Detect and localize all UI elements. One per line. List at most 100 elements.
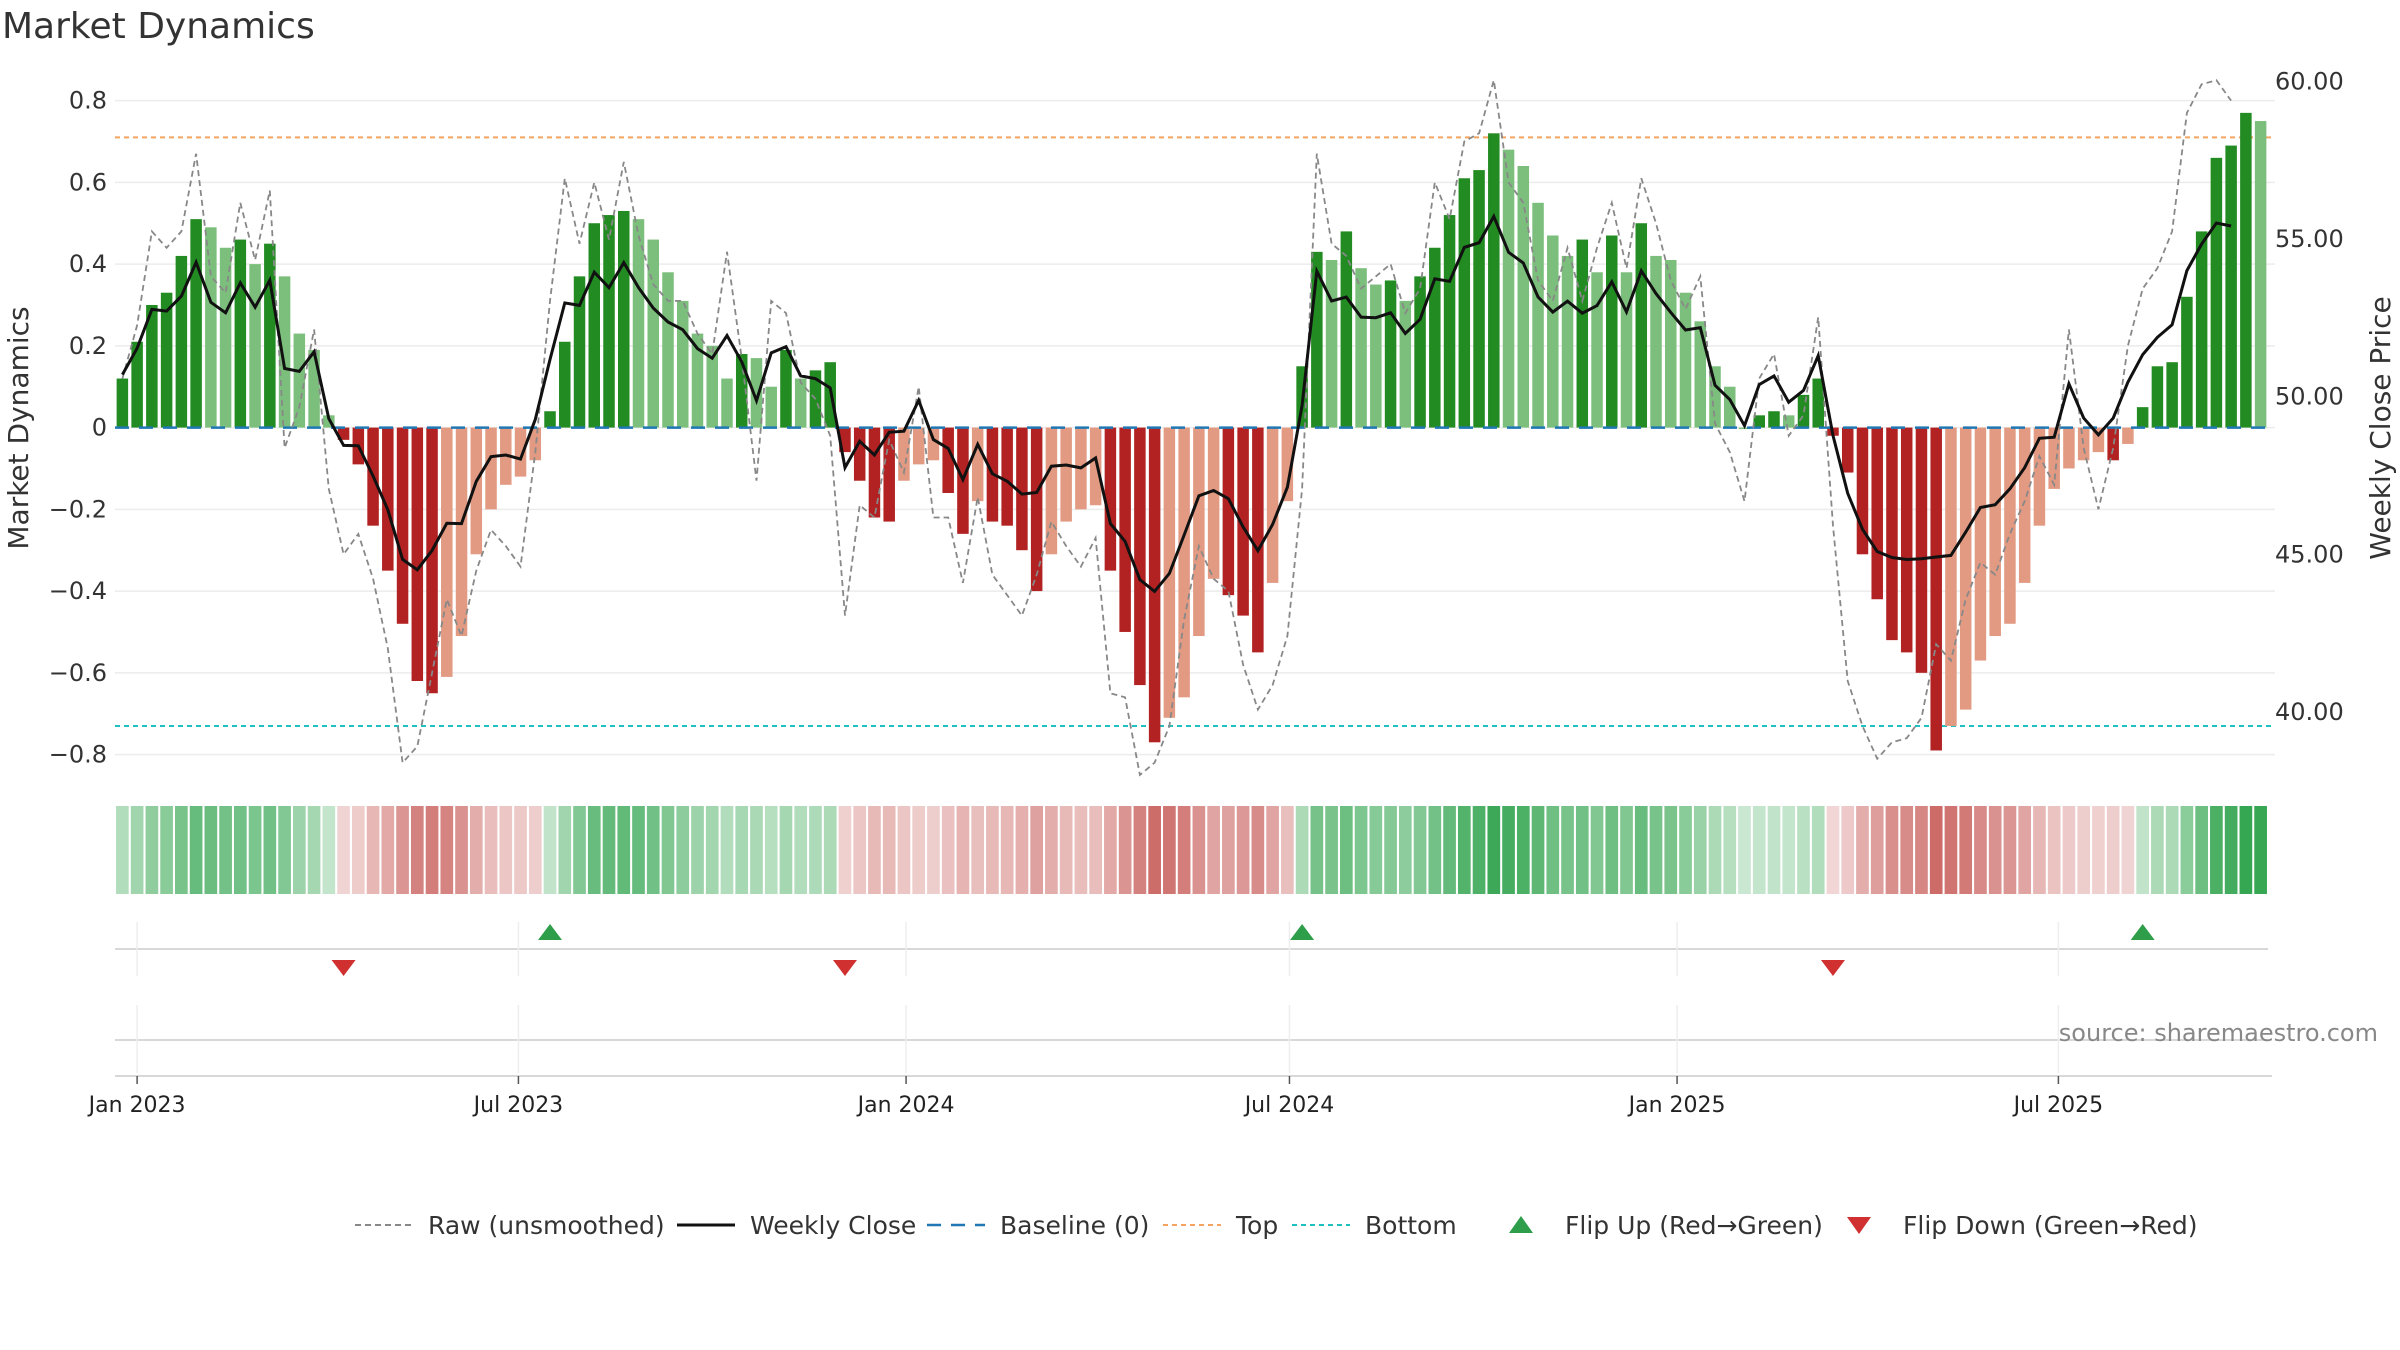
strip-cell (1885, 806, 1899, 894)
strip-cell (160, 806, 173, 894)
x-tick-label: Jul 2024 (1243, 1093, 1335, 1118)
strip-cell (1192, 806, 1206, 894)
bar (411, 427, 424, 681)
bar (942, 427, 954, 493)
strip-cell (455, 806, 468, 894)
bar (1606, 235, 1618, 428)
y-tick-label: 0 (92, 414, 107, 442)
bar (1488, 133, 1500, 428)
bar (1561, 255, 1574, 428)
weekly-close-line (121, 212, 2232, 594)
bar (1458, 178, 1471, 428)
y-tick-label: −0.6 (49, 659, 107, 687)
bar (1384, 280, 1397, 428)
y-tick-label: −0.8 (49, 741, 107, 769)
bar (1178, 427, 1190, 698)
legend-item-raw: Raw (unsmoothed) (355, 1211, 665, 1240)
strip-cell (1015, 806, 1029, 894)
strip-cell (440, 806, 454, 894)
strip-cell (307, 806, 321, 894)
strip-cell (322, 806, 336, 894)
strip-cell (1443, 806, 1456, 894)
bar (1547, 235, 1559, 428)
strip-cell (1457, 806, 1471, 894)
strip-cell (573, 806, 586, 894)
bar (927, 427, 940, 461)
strip-cell (219, 806, 232, 894)
bar (2033, 427, 2046, 526)
bar (190, 219, 202, 428)
bar (146, 304, 158, 428)
legend-item-top: Top (1163, 1211, 1278, 1240)
strip-cell (292, 806, 306, 894)
strip-cell (823, 806, 837, 894)
triangle-up-icon (1509, 1216, 1533, 1233)
y-tick-label: 0.6 (69, 168, 107, 196)
bar (1266, 427, 1279, 583)
strip-cell (2210, 806, 2223, 894)
strip-cell (1354, 806, 1368, 894)
strip-cell (1118, 806, 1132, 894)
strip-cell (2018, 806, 2032, 894)
strip-cell (1679, 806, 1692, 894)
strip-cell (720, 806, 734, 894)
strip-cell (1516, 806, 1530, 894)
strip-cell (1281, 806, 1294, 894)
color-strip (116, 806, 2267, 894)
bar (603, 215, 615, 428)
bar (175, 255, 188, 428)
bar (780, 349, 792, 428)
strip-cell (116, 806, 129, 894)
bar (249, 264, 261, 428)
bar (971, 427, 984, 502)
bar (1030, 427, 1043, 592)
bar (441, 427, 453, 677)
x-tick-label: Jan 2023 (87, 1093, 186, 1118)
strip-cell (2033, 806, 2046, 894)
strip-cell (1266, 806, 1279, 894)
strip-cell (1089, 806, 1102, 894)
bar (2004, 427, 2016, 624)
strip-cell (425, 806, 439, 894)
strip-cell (1561, 806, 1574, 894)
y-tick-label: 0.4 (69, 250, 107, 278)
x-tick-label: Jul 2025 (2012, 1093, 2104, 1118)
chart-title: Market Dynamics (2, 6, 315, 47)
bar (1694, 321, 1707, 428)
strip-cell (735, 806, 749, 894)
strip-cell (1767, 806, 1781, 894)
flip-down-marker (331, 960, 356, 976)
strip-cell (1472, 806, 1486, 894)
strip-cell (2077, 806, 2091, 894)
strip-cell (1856, 806, 1869, 894)
strip-cell (528, 806, 542, 894)
bar (1915, 427, 1928, 673)
strip-cell (2062, 806, 2076, 894)
strip-cell (1620, 806, 1633, 894)
bar (1502, 149, 1515, 428)
strip-cell (602, 806, 616, 894)
bar (293, 333, 306, 428)
bar (1723, 386, 1736, 428)
bar (1237, 427, 1249, 616)
bar (2254, 121, 2267, 428)
strip-cell (410, 806, 424, 894)
bar (1340, 231, 1353, 428)
strip-cell (1605, 806, 1619, 894)
bar (2122, 427, 2134, 444)
y2-tick-label: 60.00 (2275, 67, 2344, 95)
bar (470, 427, 483, 555)
strip-cell (337, 806, 350, 894)
strip-cell (1708, 806, 1722, 894)
bar (426, 427, 438, 694)
bar (544, 411, 556, 428)
bar (1886, 427, 1898, 641)
y-tick-label: 0.2 (69, 332, 107, 360)
bar (898, 427, 910, 481)
bar (1370, 284, 1382, 428)
bar (219, 247, 232, 428)
bar (116, 378, 129, 428)
bar (1620, 272, 1633, 428)
bar (2151, 366, 2164, 428)
